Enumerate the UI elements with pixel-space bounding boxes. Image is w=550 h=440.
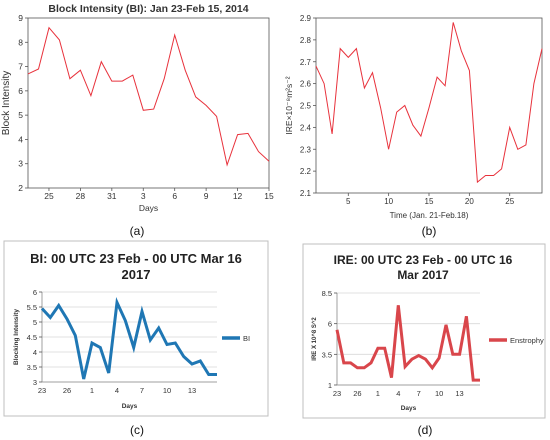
x-tick-label: 20 — [465, 197, 474, 206]
y-tick-label: 4.5 — [27, 333, 37, 342]
y-tick-label: 4 — [18, 134, 23, 144]
y-tick-label: 6 — [328, 320, 332, 329]
series-line — [315, 22, 543, 184]
chart-title: IRE: 00 UTC 23 Feb - 00 UTC 16 — [334, 253, 513, 267]
y-tick-label: 2.1 — [300, 189, 312, 198]
y-tick-label: 3 — [18, 159, 23, 169]
x-tick-label: 5 — [346, 197, 351, 206]
x-axis-label: Days — [122, 403, 138, 410]
chart-frame — [302, 243, 546, 419]
x-tick-label: 9 — [204, 191, 209, 201]
x-tick-label: 7 — [417, 389, 421, 398]
plot-area — [315, 17, 543, 194]
x-tick-label: 10 — [384, 197, 393, 206]
chart-title: 2017 — [122, 267, 151, 282]
y-tick-label: 5.5 — [27, 303, 37, 312]
x-tick-label: 10 — [435, 389, 443, 398]
chart-panel-1: Block Intensity (BI): Jan 23-Feb 15, 201… — [1, 3, 274, 238]
x-tick-label: 26 — [63, 386, 71, 395]
x-tick-label: 13 — [455, 389, 463, 398]
chart-panel-2: 2.1 2.2 2.3 2.4 2.5 2.6 2.7 2.8 2.9 5 10 15 20 25 Time… — [284, 14, 543, 238]
y-tick-label: 2.9 — [300, 14, 312, 23]
y-tick-label: 2.6 — [300, 80, 312, 89]
x-tick-label: 1 — [90, 386, 94, 395]
x-tick-label: 15 — [425, 197, 434, 206]
x-tick-label: 4 — [115, 386, 119, 395]
panel-label: (d) — [418, 423, 433, 437]
x-tick-label: 10 — [163, 386, 171, 395]
y-tick-label: 5 — [18, 110, 23, 120]
x-axis-label: Days — [139, 203, 158, 213]
y-tick-label: 7 — [18, 62, 23, 72]
y-tick-label: 3.5 — [27, 363, 37, 372]
y-tick-label: 5 — [33, 318, 37, 327]
y-tick-label: 6 — [33, 288, 37, 297]
x-tick-label: 26 — [353, 389, 361, 398]
y-tick-label: 2.4 — [300, 123, 312, 132]
y-axis-label: Block Intensity — [1, 71, 12, 135]
x-tick-label: 6 — [172, 191, 177, 201]
y-tick-label: 3 — [33, 378, 37, 387]
y-axis-label: Blocking Intensity — [13, 309, 20, 365]
x-tick-label: 31 — [107, 191, 117, 201]
y-tick-label: 8 — [18, 37, 23, 47]
panel-label: (c) — [130, 423, 144, 437]
x-tick-label: 1 — [376, 389, 380, 398]
x-tick-label: 4 — [396, 389, 400, 398]
legend-label: BI — [243, 334, 250, 343]
panel-label: (b) — [422, 224, 437, 238]
y-axis-label: IRE X 10^8 S^2 — [312, 317, 318, 361]
chart-title: BI: 00 UTC 23 Feb - 00 UTC Mar 16 — [30, 251, 242, 266]
y-tick-label: 2.3 — [300, 145, 312, 154]
x-tick-label: 25 — [505, 197, 514, 206]
x-tick-label: 15 — [264, 191, 274, 201]
y-axis-label: IRE×10⁻⁸m²s⁻² — [284, 76, 294, 134]
series-line — [335, 305, 480, 382]
y-tick-label: 2.5 — [300, 102, 312, 111]
x-tick-label: 23 — [333, 389, 341, 398]
y-tick-label: 6 — [18, 86, 23, 96]
panel-label: (a) — [130, 224, 145, 238]
y-tick-label: 1 — [328, 381, 332, 390]
y-tick-label: 2 — [18, 183, 23, 193]
x-tick-label: 23 — [38, 386, 46, 395]
y-tick-label: 2.2 — [300, 167, 312, 176]
y-tick-label: 8.5 — [322, 289, 332, 298]
y-tick-label: 4 — [33, 348, 37, 357]
x-tick-label: 28 — [76, 191, 86, 201]
y-tick-label: 2.7 — [300, 58, 312, 67]
legend-label: Enstrophy — [510, 336, 544, 345]
x-tick-label: 13 — [188, 386, 196, 395]
series-line — [27, 26, 270, 167]
x-axis-label: Time (Jan. 21-Feb.18) — [390, 211, 469, 220]
y-tick-label: 2.8 — [300, 36, 312, 45]
y-tick-label: 3.5 — [322, 350, 332, 359]
x-tick-label: 7 — [140, 386, 144, 395]
chart-title: Mar 2017 — [397, 268, 449, 282]
series-line — [40, 297, 217, 380]
chart-title: Block Intensity (BI): Jan 23-Feb 15, 201… — [48, 3, 248, 15]
plot-area — [27, 17, 270, 189]
x-axis-label: Days — [401, 405, 417, 412]
x-tick-label: 12 — [233, 191, 243, 201]
chart-frame — [3, 240, 269, 417]
x-tick-label: 3 — [141, 191, 146, 201]
y-tick-label: 9 — [18, 13, 23, 23]
x-tick-label: 25 — [44, 191, 54, 201]
